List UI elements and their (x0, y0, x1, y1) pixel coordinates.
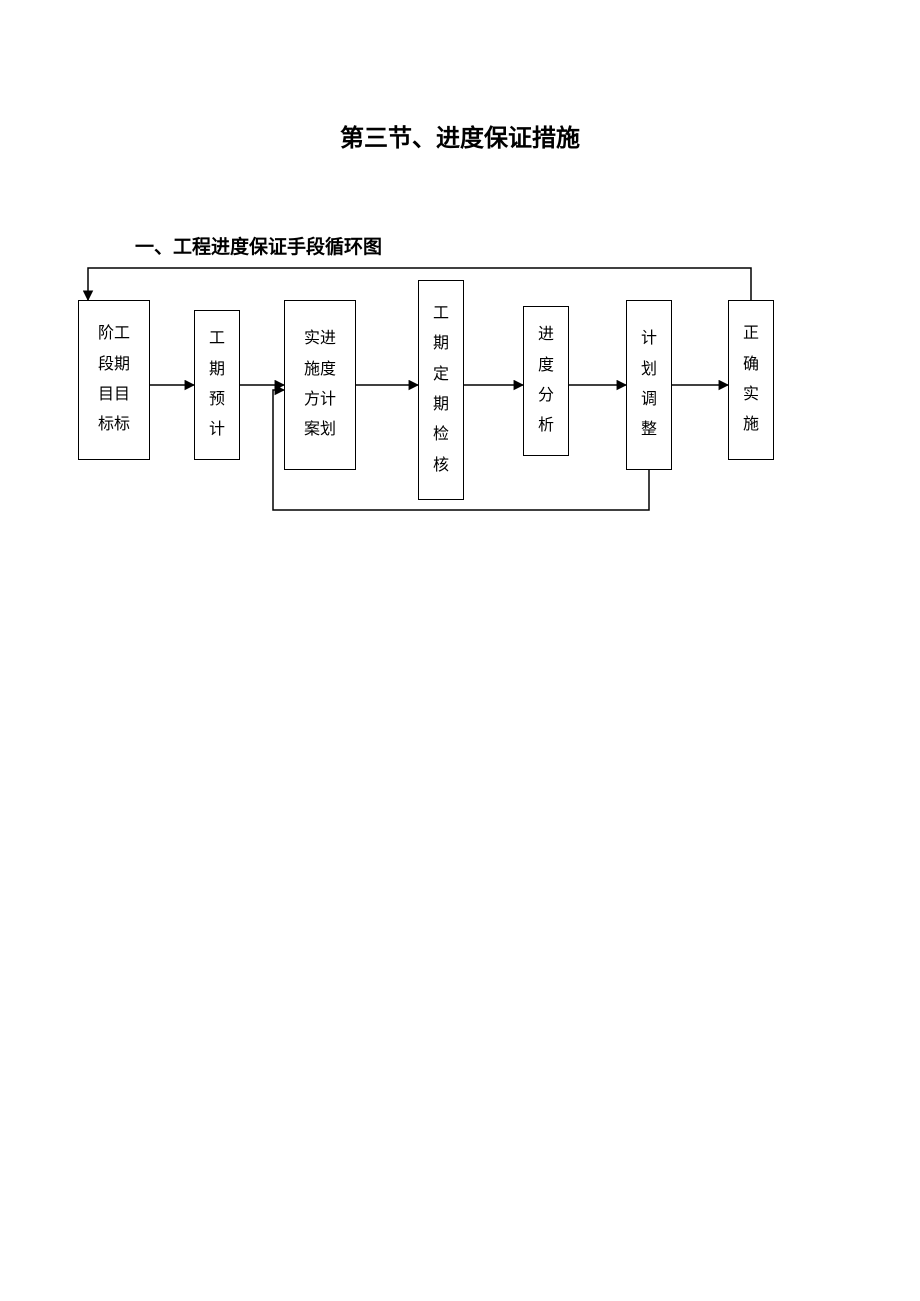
node-text-col: 工期目标 (114, 319, 130, 441)
page: 第三节、进度保证措施 一、工程进度保证手段循环图 阶段目标工期目标 工期预计 实施方… (0, 0, 920, 1301)
flowchart-node-n3: 实施方案进度计划 (284, 300, 356, 470)
flowchart-node-n1: 阶段目标工期目标 (78, 300, 150, 460)
flowchart-node-n7: 正确实施 (728, 300, 774, 460)
node-text-col: 实施方案 (304, 324, 320, 446)
node-text-col: 工期定期检核 (433, 299, 449, 481)
flowchart-node-n6: 计划调整 (626, 300, 672, 470)
node-text-col: 计划调整 (641, 324, 657, 446)
page-title: 第三节、进度保证措施 (0, 118, 920, 153)
flowchart-node-n2: 工期预计 (194, 310, 240, 460)
node-text-col: 工期预计 (209, 324, 225, 446)
node-text-col: 正确实施 (743, 319, 759, 441)
node-text-col: 进度计划 (320, 324, 336, 446)
node-text-col: 阶段目标 (98, 319, 114, 441)
section-subtitle: 一、工程进度保证手段循环图 (135, 232, 382, 259)
flowchart-node-n5: 进度分析 (523, 306, 569, 456)
flowchart: 阶段目标工期目标 工期预计 实施方案进度计划 工期定期检核 进度分析 计划调整 正确实施 (78, 270, 838, 550)
flowchart-node-n4: 工期定期检核 (418, 280, 464, 500)
node-text-col: 进度分析 (538, 320, 554, 442)
